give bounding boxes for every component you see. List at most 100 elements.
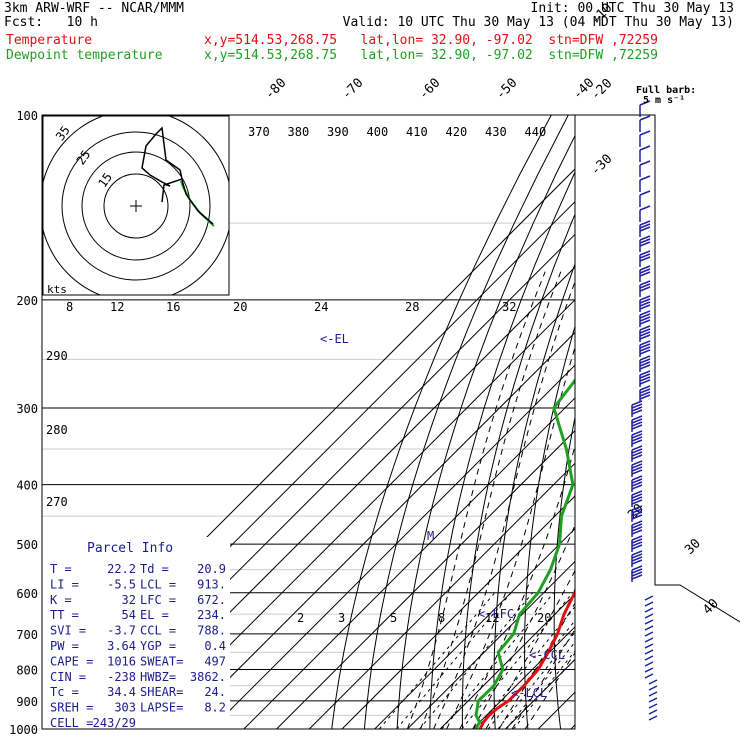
theta-label: 290	[46, 349, 68, 363]
theta-label: 390	[327, 125, 349, 139]
wind-barb-flag	[631, 478, 643, 484]
wind-barb-flag	[631, 511, 643, 517]
wind-barb-flag	[631, 544, 643, 550]
mixing-ratio-line	[378, 592, 496, 729]
wind-barb-flag	[631, 409, 643, 415]
stat-label: CIN =	[50, 670, 86, 684]
wind-barb-flag	[639, 100, 651, 106]
wind-barb-flag	[639, 265, 651, 271]
theta-label: 400	[367, 125, 389, 139]
wind-barb-flag	[631, 529, 643, 535]
stat-value: 303	[114, 701, 136, 715]
moist-adiabat-line	[459, 444, 575, 729]
stat-label: LAPSE=	[140, 701, 183, 715]
stat-label: PW =	[50, 639, 79, 653]
wind-barb	[648, 715, 658, 721]
wind-barb-flag	[631, 571, 643, 577]
wind-barb	[644, 613, 654, 619]
stat-value: 913.	[197, 577, 226, 591]
level-markers: <-EL M <-LFC <-CCL <-LCL	[320, 332, 565, 700]
wind-barb-flag	[639, 331, 651, 337]
parcel-info-box: Parcel Info T = 22.2 Td = 20.9 LI = -5.5 LCL =…	[42, 537, 230, 730]
wind-barb-flag	[639, 346, 651, 352]
wind-barb-flag	[631, 550, 643, 556]
mixing-ratio-label: 20	[537, 611, 551, 625]
stat-value: 22.2	[107, 562, 136, 576]
wind-barb-flag	[639, 361, 651, 367]
wind-barb-flag	[639, 376, 651, 382]
stat-label: SHEAR=	[140, 685, 183, 699]
wind-barb-flag	[639, 190, 651, 196]
barb-panel-outline	[575, 114, 740, 623]
mixing-ratio-line	[419, 592, 534, 729]
mixing-ratio-label: 12	[110, 300, 124, 314]
el-marker: <-EL	[320, 332, 349, 346]
wind-barb-flag	[631, 454, 643, 460]
mixing-ratio-line	[497, 631, 575, 729]
wind-barb-flag	[631, 526, 643, 532]
wind-barb	[648, 691, 658, 697]
wind-barb-flag	[639, 364, 651, 370]
isotherm-line	[308, 462, 575, 729]
hodograph-ring-label: 15	[95, 170, 115, 190]
dry-adiabat-line	[524, 324, 575, 729]
isotherm-line	[145, 299, 575, 729]
isotherm-line	[341, 495, 575, 729]
stat-label: YGP =	[140, 639, 176, 653]
stat-value: 32	[122, 593, 136, 607]
theta-label: 440	[525, 125, 547, 139]
stat-value: -5.5	[107, 577, 136, 591]
theta-label: 380	[288, 125, 310, 139]
stat-value: 672.	[197, 593, 226, 607]
wind-barb-flag	[631, 466, 643, 472]
pressure-label: 800	[16, 663, 38, 677]
wind-barb	[644, 625, 654, 631]
wind-barb	[648, 703, 658, 709]
wind-barb-flag	[631, 553, 643, 559]
dry-adiabat-line	[363, 115, 569, 729]
stat-label: SVI =	[50, 624, 86, 638]
theta-label: 430	[485, 125, 507, 139]
wind-barb-flag	[639, 175, 651, 181]
dry-adiabat-line	[461, 213, 575, 729]
stat-value: 20.9	[197, 562, 226, 576]
stat-label: SWEAT=	[140, 654, 183, 668]
wind-barb-flag	[631, 541, 643, 547]
lcl-marker: <-LCL	[511, 686, 547, 700]
mixing-ratio-label: 20	[233, 300, 247, 314]
wind-barb-flag	[639, 373, 651, 379]
wind-barb-flag	[631, 493, 643, 499]
wind-barb-flag	[631, 421, 643, 427]
wind-barb-flag	[639, 358, 651, 364]
mixing-ratio-label: 5	[390, 611, 397, 625]
wind-barb-flag	[639, 334, 651, 340]
dry-adiabat-line	[553, 414, 575, 729]
wind-barb-flag	[631, 463, 643, 469]
pressure-label: 600	[16, 587, 38, 601]
wind-barb-flag	[631, 505, 643, 511]
wind-barb-flag	[631, 568, 643, 574]
stat-value: 0.4	[204, 639, 226, 653]
wind-barb-flag	[631, 400, 643, 406]
wind-barb	[648, 709, 658, 715]
isotherm-line	[276, 429, 575, 729]
isotherm-line	[407, 560, 575, 729]
moist-adiabat-line	[524, 651, 575, 729]
moist-adiabat-line	[498, 602, 575, 729]
stat-label: LCL =	[140, 577, 176, 591]
wind-barb-flag	[639, 349, 651, 355]
parcel-info-title: Parcel Info	[87, 541, 173, 556]
wind-barb-flag	[631, 574, 643, 580]
hodograph-ring-label: 25	[74, 148, 94, 168]
wind-barb	[644, 607, 654, 613]
stat-value: 497	[204, 654, 226, 668]
wind-barb-flag	[631, 523, 643, 529]
stat-label: CELL =	[50, 716, 93, 730]
wind-barb-flag	[639, 253, 651, 259]
stat-value: 24.	[204, 685, 226, 699]
theta-label: 280	[46, 423, 68, 437]
wind-barb-flag	[639, 223, 651, 229]
wind-barb-flag	[639, 325, 651, 331]
moist-adiabats	[406, 271, 575, 729]
